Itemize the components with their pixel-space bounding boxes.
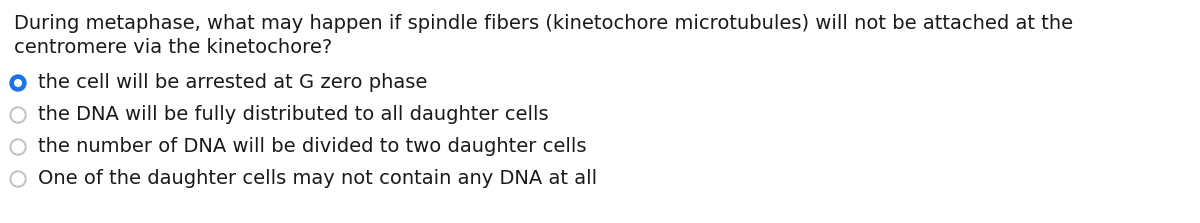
Text: the cell will be arrested at G zero phase: the cell will be arrested at G zero phas… <box>38 74 427 93</box>
Circle shape <box>10 107 26 123</box>
Text: One of the daughter cells may not contain any DNA at all: One of the daughter cells may not contai… <box>38 169 598 188</box>
Circle shape <box>12 141 24 153</box>
Circle shape <box>10 75 26 91</box>
Circle shape <box>12 109 24 121</box>
Circle shape <box>10 139 26 155</box>
Circle shape <box>14 80 22 86</box>
Text: the number of DNA will be divided to two daughter cells: the number of DNA will be divided to two… <box>38 138 587 157</box>
Circle shape <box>10 171 26 187</box>
Text: During metaphase, what may happen if spindle fibers (kinetochore microtubules) w: During metaphase, what may happen if spi… <box>14 14 1073 33</box>
Text: centromere via the kinetochore?: centromere via the kinetochore? <box>14 38 332 57</box>
Circle shape <box>12 173 24 185</box>
Text: the DNA will be fully distributed to all daughter cells: the DNA will be fully distributed to all… <box>38 105 548 124</box>
